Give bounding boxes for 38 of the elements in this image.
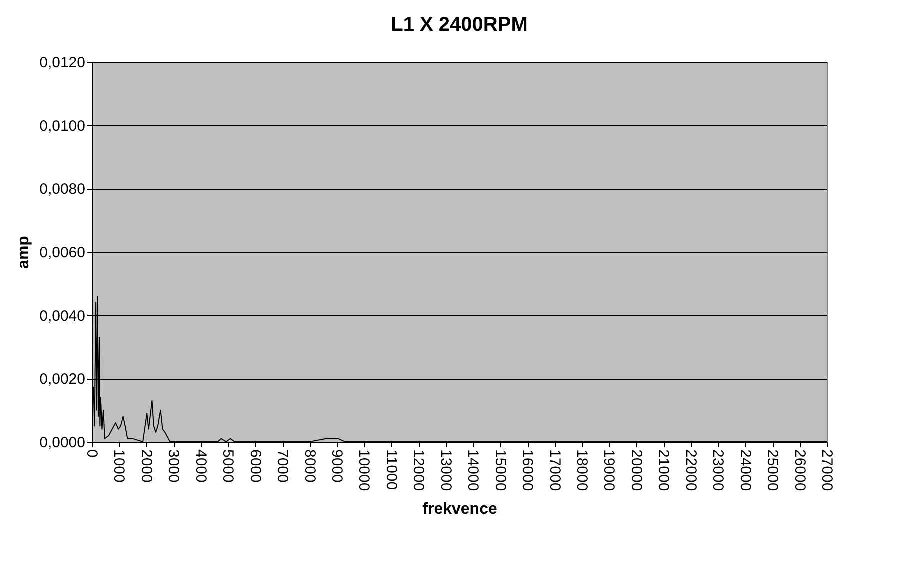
- y-tick-label: 0,0040: [40, 308, 86, 325]
- x-tick-label: 17000: [546, 450, 564, 492]
- x-tick-label: 19000: [600, 450, 618, 492]
- x-tick-label: 3000: [165, 450, 182, 483]
- y-tick-label: 0,0020: [40, 371, 86, 388]
- y-tick-label: 0,0080: [40, 181, 86, 198]
- x-tick-label: 25000: [764, 450, 782, 492]
- y-tick-label: 0,0060: [40, 244, 86, 262]
- x-tick-label: 16000: [519, 450, 536, 492]
- y-tick-label: 0,0000: [40, 434, 86, 452]
- x-tick-label: 21000: [655, 450, 672, 492]
- chart-title: L1 X 2400RPM: [391, 14, 528, 36]
- x-tick-label: 27000: [818, 450, 836, 492]
- x-tick-label: 9000: [328, 450, 346, 483]
- x-tick-label: 12000: [410, 450, 428, 492]
- y-tick-label: 0,0120: [40, 54, 86, 72]
- x-tick-label: 11000: [382, 450, 400, 490]
- x-tick-label: 6000: [246, 450, 264, 483]
- x-tick-label: 10000: [356, 450, 373, 492]
- x-tick-label: 15000: [492, 450, 509, 492]
- x-tick-label: 8000: [301, 450, 318, 483]
- y-tick-label: 0,0100: [40, 118, 86, 135]
- x-tick-label: 22000: [682, 450, 700, 492]
- x-tick-label: 23000: [710, 450, 727, 492]
- x-tick-label: 4000: [192, 450, 210, 483]
- x-tick-label: 20000: [628, 450, 645, 492]
- y-axis-title: amp: [16, 236, 33, 269]
- x-tick-label: 0: [84, 450, 100, 458]
- x-tick-label: 1000: [110, 450, 128, 483]
- x-tick-label: 5000: [220, 450, 237, 483]
- x-tick-label: 18000: [574, 450, 590, 492]
- x-tick-label: 13000: [437, 450, 454, 492]
- x-tick-label: 2000: [138, 450, 155, 483]
- x-tick-label: 14000: [464, 450, 482, 492]
- x-tick-label: 24000: [736, 450, 754, 492]
- x-tick-label: 7000: [274, 450, 292, 483]
- x-tick-label: 26000: [791, 450, 808, 492]
- x-axis-title: frekvence: [422, 501, 498, 518]
